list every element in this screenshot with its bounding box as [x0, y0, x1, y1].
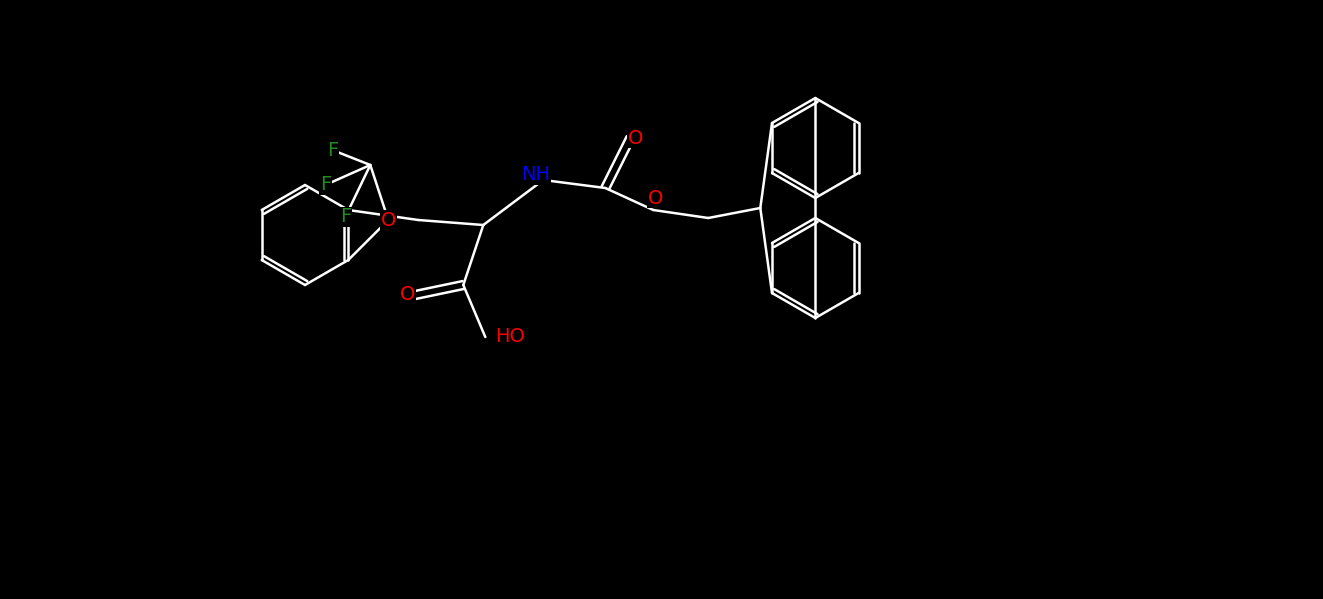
Text: F: F	[327, 141, 337, 159]
Text: O: O	[400, 286, 415, 304]
Text: F: F	[320, 176, 331, 195]
Text: O: O	[381, 210, 396, 229]
Text: O: O	[648, 189, 663, 207]
Text: HO: HO	[495, 328, 525, 346]
Text: NH: NH	[521, 165, 550, 184]
Text: F: F	[340, 207, 351, 226]
Text: O: O	[627, 129, 643, 147]
